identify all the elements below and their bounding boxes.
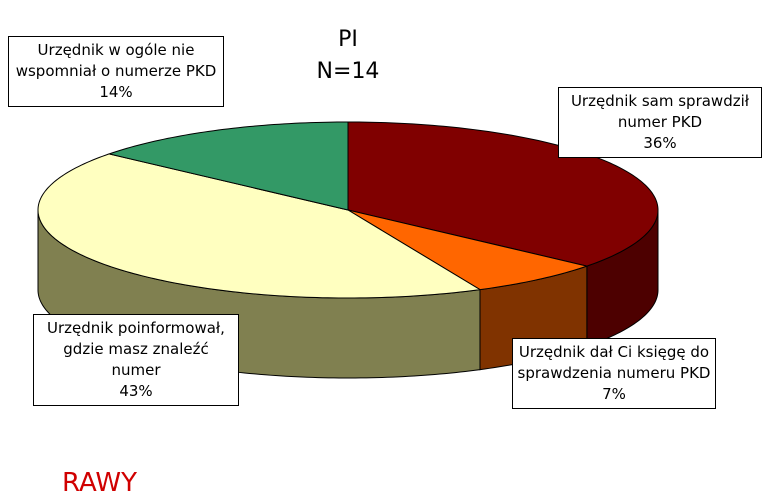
label-value: 43% — [119, 382, 153, 400]
slice — [37, 153, 482, 299]
label-name: Urzędnik dał Ci księgę do sprawdzenia nu… — [517, 343, 711, 382]
chart-subtitle: N=14 — [317, 59, 380, 84]
label-value: 14% — [99, 83, 133, 101]
data-label: Urzędnik sam sprawdził numer PKD 36% — [558, 87, 762, 158]
data-label: Urzędnik dał Ci księgę do sprawdzenia nu… — [512, 338, 716, 409]
annotation: RAWY — [62, 468, 137, 498]
slice — [107, 121, 349, 211]
slice — [347, 209, 589, 291]
label-value: 7% — [602, 385, 626, 403]
data-label: Urzędnik w ogóle nie wspomniał o numerze… — [8, 36, 224, 107]
slice — [347, 121, 659, 267]
label-name: Urzędnik w ogóle nie wspomniał o numerze… — [15, 41, 217, 80]
label-name: Urzędnik sam sprawdził numer PKD — [570, 92, 750, 131]
label-value: 36% — [643, 134, 677, 152]
page: PI N=14 RAWY (() => { const data = JSON.… — [8, 27, 762, 498]
data-label: Urzędnik poinformował, gdzie masz znaleź… — [33, 314, 239, 406]
label-name: Urzędnik poinformował, gdzie masz znaleź… — [47, 319, 225, 379]
chart-title: PI — [338, 27, 358, 52]
